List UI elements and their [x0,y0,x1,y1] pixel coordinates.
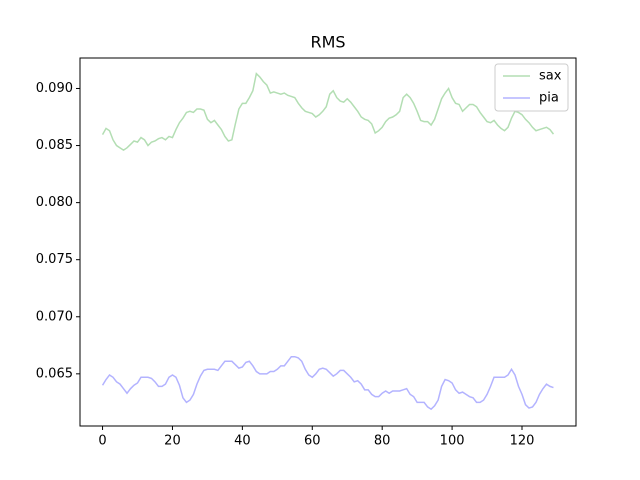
y-tick-label: 0.065 [36,366,73,381]
line [101,355,554,411]
legend-label: pia [539,91,559,106]
y-tick-label: 0.080 [36,195,73,210]
x-tick-label: 20 [164,434,181,449]
chart-title: RMS [310,33,345,52]
x-tick-label: 60 [304,434,321,449]
axes-frame [79,57,577,427]
y-tick-label: 0.075 [36,252,73,267]
y-tick-label: 0.070 [36,309,73,324]
legend-label: sax [539,69,562,84]
line [101,72,555,152]
x-tick-label: 0 [98,434,106,449]
y-tick-label: 0.085 [36,138,73,153]
x-tick-label: 100 [440,434,465,449]
y-tick-label: 0.090 [36,81,73,96]
x-tick-label: 120 [510,434,535,449]
x-tick-label: 40 [234,434,251,449]
x-tick-label: 80 [374,434,391,449]
